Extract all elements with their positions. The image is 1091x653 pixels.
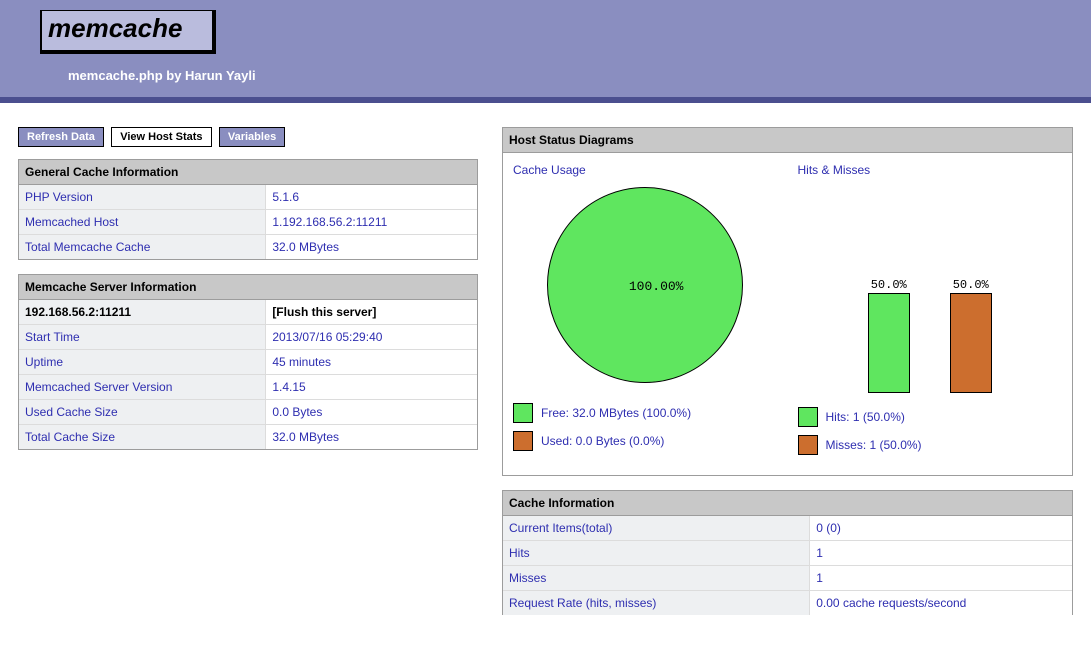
kv-row: Total Cache Size32.0 MBytes xyxy=(19,425,477,449)
pie-legend: Free: 32.0 MBytes (100.0%) Used: 0.0 Byte… xyxy=(513,399,778,455)
host-status-diagrams-panel: Host Status Diagrams Cache Usage 100.00%… xyxy=(502,127,1073,476)
legend-label: Free: 32.0 MBytes (100.0%) xyxy=(541,406,691,420)
kv-row: Current Items(total)0 (0) xyxy=(503,516,1072,541)
bar-label: 50.0% xyxy=(951,278,991,292)
server-host-link[interactable]: 192.168.56.2:11211 xyxy=(19,300,266,324)
kv-value: 0.0 Bytes xyxy=(266,400,477,424)
kv-key: Memcached Server Version xyxy=(19,375,266,399)
legend-label: Misses: 1 (50.0%) xyxy=(826,438,922,452)
nav: Refresh Data View Host Stats Variables xyxy=(18,127,478,147)
kv-key: PHP Version xyxy=(19,185,266,209)
legend-swatch xyxy=(513,431,533,451)
diagram-title: Hits & Misses xyxy=(798,161,1063,187)
diagram-title: Cache Usage xyxy=(513,161,778,187)
server-info-panel: Memcache Server Information 192.168.56.2… xyxy=(18,274,478,450)
kv-key: Used Cache Size xyxy=(19,400,266,424)
bar: 50.0% xyxy=(868,293,910,393)
kv-row: Memcached Server Version1.4.15 xyxy=(19,375,477,400)
kv-row: Misses1 xyxy=(503,566,1072,591)
kv-row: Total Memcache Cache32.0 MBytes xyxy=(19,235,477,259)
kv-row: Memcached Host1.192.168.56.2:11211 xyxy=(19,210,477,235)
kv-key: Total Memcache Cache xyxy=(19,235,266,259)
kv-key: Uptime xyxy=(19,350,266,374)
kv-value: 5.1.6 xyxy=(266,185,477,209)
legend-swatch xyxy=(513,403,533,423)
panel-title: Cache Information xyxy=(503,491,1072,516)
kv-row: Used Cache Size0.0 Bytes xyxy=(19,400,477,425)
cache-info-panel: Cache Information Current Items(total)0 … xyxy=(502,490,1073,615)
pie-center-label: 100.00% xyxy=(629,279,684,294)
hits-misses-bar-chart: 50.0%50.0% xyxy=(798,187,1063,397)
general-cache-info-panel: General Cache Information PHP Version5.1… xyxy=(18,159,478,260)
kv-value: 1.192.168.56.2:11211 xyxy=(266,210,477,234)
panel-title: General Cache Information xyxy=(19,160,477,185)
kv-key: Total Cache Size xyxy=(19,425,266,449)
kv-key: Memcached Host xyxy=(19,210,266,234)
legend-label: Used: 0.0 Bytes (0.0%) xyxy=(541,434,664,448)
kv-list: Current Items(total)0 (0)Hits1Misses1Req… xyxy=(503,516,1072,615)
legend-row: Misses: 1 (50.0%) xyxy=(798,431,1063,459)
refresh-button[interactable]: Refresh Data xyxy=(18,127,104,147)
legend-label: Hits: 1 (50.0%) xyxy=(826,410,905,424)
kv-list: PHP Version5.1.6Memcached Host1.192.168.… xyxy=(19,185,477,259)
bar-label: 50.0% xyxy=(869,278,909,292)
header: memcache memcache.php by Harun Yayli xyxy=(0,0,1091,97)
bar-legend: Hits: 1 (50.0%) Misses: 1 (50.0%) xyxy=(798,403,1063,459)
kv-list: Start Time2013/07/16 05:29:40Uptime45 mi… xyxy=(19,325,477,449)
legend-swatch xyxy=(798,407,818,427)
kv-value: 32.0 MBytes xyxy=(266,235,477,259)
variables-button[interactable]: Variables xyxy=(219,127,285,147)
bar: 50.0% xyxy=(950,293,992,393)
kv-value: 32.0 MBytes xyxy=(266,425,477,449)
kv-key: Start Time xyxy=(19,325,266,349)
kv-value: 1 xyxy=(810,541,1072,565)
server-host-row: 192.168.56.2:11211 [Flush this server] xyxy=(19,300,477,325)
kv-row: Hits1 xyxy=(503,541,1072,566)
kv-value: 45 minutes xyxy=(266,350,477,374)
kv-value: 1 xyxy=(810,566,1072,590)
kv-value: 1.4.15 xyxy=(266,375,477,399)
kv-value: 0.00 cache requests/second xyxy=(810,591,1072,615)
cache-usage-column: Cache Usage 100.00% Free: 32.0 MBytes (1… xyxy=(513,161,778,459)
kv-row: PHP Version5.1.6 xyxy=(19,185,477,210)
kv-value: 0 (0) xyxy=(810,516,1072,540)
panel-title: Host Status Diagrams xyxy=(503,128,1072,153)
panel-title: Memcache Server Information xyxy=(19,275,477,300)
logo: memcache xyxy=(40,10,216,54)
view-host-stats-button[interactable]: View Host Stats xyxy=(111,127,211,147)
kv-key: Current Items(total) xyxy=(503,516,810,540)
kv-row: Request Rate (hits, misses)0.00 cache re… xyxy=(503,591,1072,615)
cache-usage-pie-chart: 100.00% xyxy=(547,187,743,383)
kv-value: 2013/07/16 05:29:40 xyxy=(266,325,477,349)
hits-misses-column: Hits & Misses 50.0%50.0% Hits: 1 (50.0%)… xyxy=(798,161,1063,459)
kv-key: Hits xyxy=(503,541,810,565)
kv-key: Request Rate (hits, misses) xyxy=(503,591,810,615)
flush-server-link[interactable]: [Flush this server] xyxy=(266,300,477,324)
subtitle: memcache.php by Harun Yayli xyxy=(40,54,1091,87)
legend-row: Free: 32.0 MBytes (100.0%) xyxy=(513,399,778,427)
kv-key: Misses xyxy=(503,566,810,590)
legend-swatch xyxy=(798,435,818,455)
legend-row: Used: 0.0 Bytes (0.0%) xyxy=(513,427,778,455)
kv-row: Start Time2013/07/16 05:29:40 xyxy=(19,325,477,350)
legend-row: Hits: 1 (50.0%) xyxy=(798,403,1063,431)
kv-row: Uptime45 minutes xyxy=(19,350,477,375)
